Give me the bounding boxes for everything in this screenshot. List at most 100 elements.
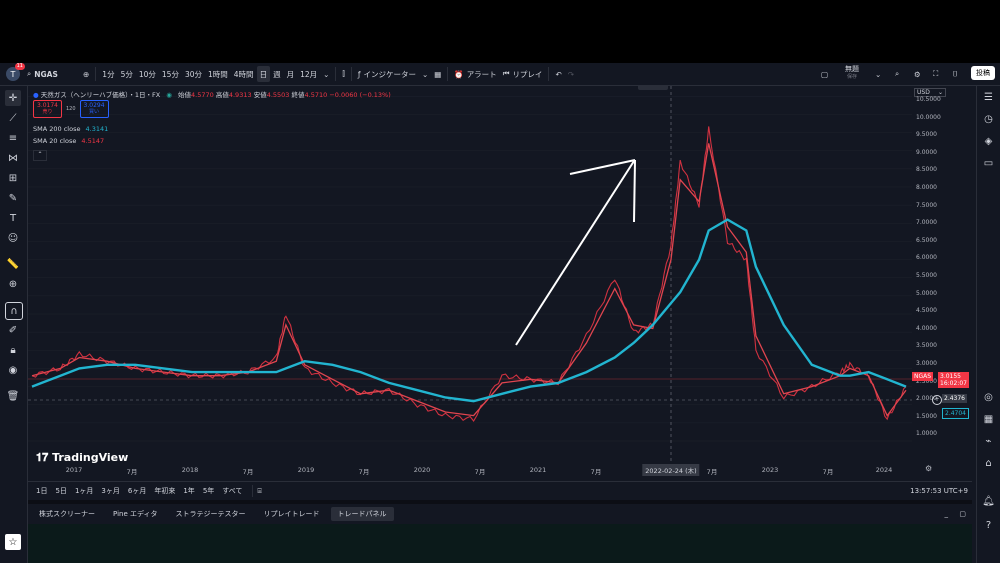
plus-icon: + <box>934 396 940 403</box>
settings-button[interactable]: ⚙ <box>911 63 924 85</box>
layers-icon: ◈ <box>984 136 993 147</box>
range-button-1[interactable]: 5日 <box>55 487 67 495</box>
indicators-label: インジケーター <box>363 69 416 79</box>
fib-tool[interactable]: ≡ <box>5 130 21 146</box>
interval-1[interactable]: 5分 <box>120 69 133 79</box>
indicators-button[interactable]: ƒ インジケーター ⌄ <box>355 63 431 85</box>
replay-button[interactable]: ⏮ リプレイ <box>500 63 546 85</box>
chart-type-button[interactable]: ⫿ <box>339 63 347 85</box>
interval-9[interactable]: 月 <box>286 69 295 79</box>
publish-button[interactable]: 投稿 <box>971 66 995 80</box>
favorites-button[interactable]: ☆ <box>5 534 21 550</box>
interval-5[interactable]: 1時間 <box>208 69 228 79</box>
chevron-down-icon: ⌄ <box>323 69 330 79</box>
minimize-panel-button[interactable]: _ <box>945 510 949 518</box>
target-button[interactable]: ◎ <box>981 390 996 405</box>
interval-4[interactable]: 30分 <box>184 69 202 79</box>
interval-2[interactable]: 10分 <box>138 69 156 79</box>
emoji-tool[interactable]: ☺ <box>5 230 21 246</box>
price-chart[interactable] <box>28 86 912 461</box>
range-button-0[interactable]: 1日 <box>36 487 48 495</box>
ohlc-values: 始値4.5770 高値4.9313 安値4.5503 終値4.5710 −0.0… <box>178 91 391 99</box>
ruler-tool[interactable]: 📏 <box>5 256 21 272</box>
redo-button[interactable]: ↷ <box>565 63 577 85</box>
zoom-tool[interactable]: ⊕ <box>5 276 21 292</box>
calendar-button[interactable]: ▦ <box>981 412 996 427</box>
range-button-3[interactable]: 3ヶ月 <box>101 487 120 495</box>
maximize-panel-button[interactable]: ▢ <box>959 510 966 518</box>
interval-8[interactable]: 週 <box>273 69 281 79</box>
range-button-2[interactable]: 1ヶ月 <box>74 487 94 495</box>
projection-tool[interactable]: ⊞ <box>5 170 21 186</box>
sma200-legend[interactable]: SMA 200 close 4.3141 <box>33 125 108 133</box>
symbol-label: NGAS <box>34 69 58 79</box>
notifications-button[interactable]: 🔔︎ <box>981 494 996 509</box>
templates-button[interactable]: ▦ <box>431 63 444 85</box>
range-button-6[interactable]: 1年 <box>183 487 195 495</box>
interval-3[interactable]: 15分 <box>161 69 179 79</box>
add-alert-button[interactable]: + <box>932 395 942 405</box>
alerts-panel-button[interactable]: ◷ <box>981 112 996 127</box>
layers-button[interactable]: ◈ <box>981 134 996 149</box>
interval-7[interactable]: 日 <box>256 66 271 82</box>
bottom-tab-1[interactable]: Pine エディタ <box>113 510 158 518</box>
delete-tool[interactable]: 🗑︎ <box>5 388 21 404</box>
trend-line-tool[interactable]: ⟋ <box>5 110 21 126</box>
magnet-tool[interactable]: ∩ <box>5 302 23 320</box>
alert-button[interactable]: ⏰ アラート <box>451 63 499 85</box>
snapshot-button[interactable]: ⌷ <box>950 63 961 85</box>
fullscreen-button[interactable]: ⛶ <box>930 63 941 85</box>
currency-select[interactable]: USD ⌄ <box>914 88 946 97</box>
hide-tool[interactable]: ◉ <box>5 362 21 378</box>
layout-select-button[interactable]: ▢ <box>818 63 831 85</box>
text-tool[interactable]: T <box>5 210 21 226</box>
undo-button[interactable]: ↶ <box>552 63 564 85</box>
brush-tool[interactable]: ✎ <box>5 190 21 206</box>
time-tick-label: 2018 <box>181 466 199 474</box>
avatar[interactable]: T 11 <box>6 63 25 81</box>
axis-settings-button[interactable]: ⚙ <box>925 464 932 473</box>
quick-search-button[interactable]: ⌕ <box>892 63 902 85</box>
bottom-tab-4[interactable]: トレードパネル <box>330 507 394 521</box>
time-tick-label: 2021 <box>529 466 547 474</box>
calendar-range-icon: ⌸ <box>257 486 262 495</box>
range-button-4[interactable]: 6ヶ月 <box>127 487 147 495</box>
divider <box>95 67 97 81</box>
series-line-sma200 <box>31 218 907 403</box>
bottom-tab-0[interactable]: 株式スクリーナー <box>39 510 95 518</box>
watchlist-button[interactable]: ☰ <box>981 90 996 105</box>
pulse-button[interactable]: ⌁ <box>981 434 996 449</box>
help-button[interactable]: ? <box>981 518 996 533</box>
date-range-button[interactable]: ⌸ <box>258 487 262 496</box>
sma20-legend[interactable]: SMA 20 close 4.5147 <box>33 137 104 145</box>
replay-icon: ⏮ <box>502 69 510 78</box>
crosshair-tool[interactable]: ✛ <box>5 90 21 106</box>
time-axis[interactable]: 2017 7月 2018 7月 2019 7月 2020 7月 2021 7月 7月 2023 7月 20… <box>28 461 944 481</box>
pattern-tool[interactable]: ⋈ <box>5 150 21 166</box>
buy-button[interactable]: 3.0294 買い <box>79 100 109 118</box>
bottom-tab-2[interactable]: ストラテジーテスター <box>175 510 246 518</box>
range-button-5[interactable]: 年初来 <box>154 487 176 495</box>
lock-tool[interactable]: 🔒︎ <box>5 342 21 358</box>
symbol-search[interactable]: ⌕ NGAS <box>24 63 80 85</box>
add-symbol-button[interactable]: ⊕ <box>80 63 92 85</box>
range-button-7[interactable]: 5年 <box>202 487 215 495</box>
interval-10[interactable]: 12月 <box>300 69 318 79</box>
stay-drawing-tool[interactable]: ✐ <box>5 322 21 338</box>
chat-button[interactable]: ▭ <box>981 156 996 171</box>
layout-dropdown[interactable]: ⌄ <box>872 63 884 85</box>
collapse-legend-button[interactable]: ⌃ <box>33 150 47 161</box>
bottom-tab-3[interactable]: リプレイトレード <box>263 510 320 518</box>
range-button-8[interactable]: すべて <box>222 487 243 495</box>
app-window: T 11 ⌕ NGAS ⊕ 1分 5分 10分 15分 30分 1時間 4時間日週月 12月 … <box>0 63 1000 563</box>
interval-0[interactable]: 1分 <box>102 69 115 79</box>
layout-name[interactable]: 無題 保存 <box>845 65 859 81</box>
ideas-button[interactable]: ⌂ <box>981 456 996 471</box>
price-axis[interactable]: USD ⌄ 10.5000 10.0000 9.5000 9.0000 8.5000 8.… <box>912 86 972 481</box>
range-bar: 1日 5日 1ヶ月 3ヶ月 6ヶ月 年初来 1年 5年 すべて ⌸ 13:57:53 UTC+9 <box>28 481 972 500</box>
sell-button[interactable]: 3.0174 売り <box>33 100 62 118</box>
clock[interactable]: 13:57:53 UTC+9 <box>910 487 968 495</box>
interval-6[interactable]: 4時間 <box>233 69 254 79</box>
interval-dropdown[interactable]: ⌄ <box>320 63 332 85</box>
chart-area[interactable]: ● 天然ガス（ヘンリーハブ価格）・1日・FX ◉ 始値4.5770 高値4.93… <box>28 86 944 481</box>
